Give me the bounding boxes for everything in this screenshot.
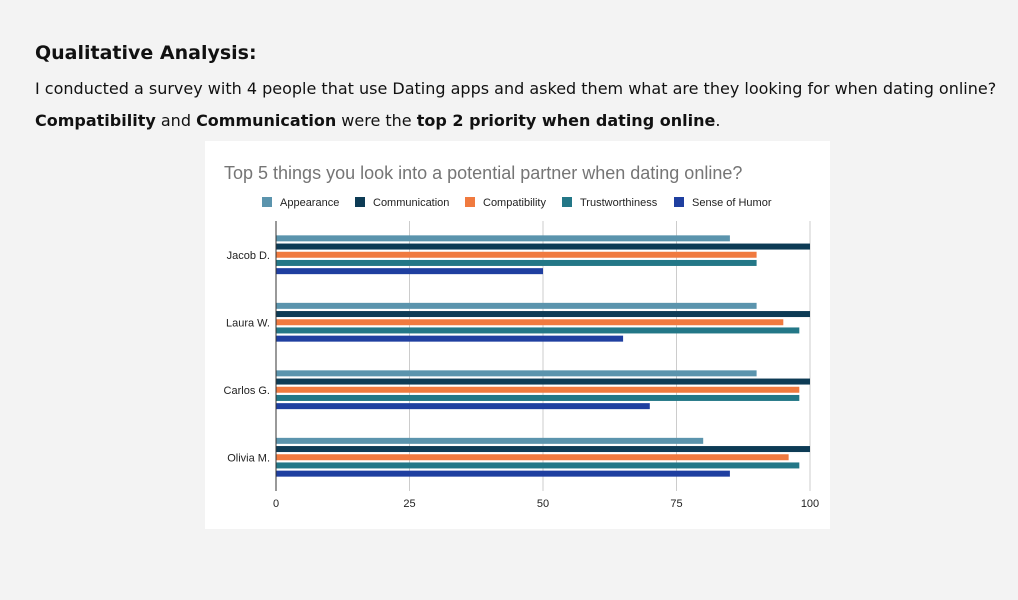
- bar-3-0: [276, 437, 704, 444]
- bar-0-3: [276, 259, 757, 266]
- bar-0-4: [276, 268, 543, 275]
- x-tick-label-1: 25: [403, 498, 415, 510]
- bar-chart: Top 5 things you look into a potential p…: [224, 163, 820, 510]
- legend-label-1: Communication: [373, 197, 449, 209]
- conclusion-text-1: and: [155, 111, 197, 130]
- category-label-0: Jacob D.: [227, 250, 270, 262]
- conclusion-text-2: were the: [336, 111, 417, 130]
- bar-3-3: [276, 462, 800, 469]
- highlight-top-priority: top 2 priority when dating online: [416, 111, 716, 130]
- bar-2-4: [276, 403, 650, 410]
- chart-card: Top 5 things you look into a potential p…: [205, 141, 830, 529]
- x-tick-label-4: 100: [801, 498, 819, 510]
- bar-3-2: [276, 454, 789, 461]
- survey-description: I conducted a survey with 4 people that …: [35, 79, 997, 98]
- legend-label-4: Sense of Humor: [692, 197, 772, 209]
- category-label-3: Olivia M.: [227, 452, 270, 464]
- survey-conclusion: Compatibility and Communication were the…: [35, 111, 720, 130]
- bar-2-2: [276, 386, 800, 393]
- legend-label-3: Trustworthiness: [580, 197, 658, 209]
- legend-label-2: Compatibility: [483, 197, 546, 209]
- x-tick-label-0: 0: [273, 498, 279, 510]
- x-tick-label-2: 50: [537, 498, 549, 510]
- chart-title: Top 5 things you look into a potential p…: [224, 163, 742, 183]
- bar-1-2: [276, 319, 784, 326]
- bar-2-3: [276, 394, 800, 401]
- legend-swatch-3: [562, 197, 572, 207]
- legend-swatch-1: [355, 197, 365, 207]
- page-heading: Qualitative Analysis:: [35, 42, 257, 64]
- bar-0-2: [276, 251, 757, 258]
- bar-1-0: [276, 302, 757, 309]
- conclusion-text-3: .: [715, 111, 721, 130]
- bar-3-1: [276, 446, 810, 453]
- bar-2-1: [276, 378, 810, 385]
- legend-label-0: Appearance: [280, 197, 339, 209]
- legend-swatch-0: [262, 197, 272, 207]
- bar-1-3: [276, 327, 800, 334]
- bar-3-4: [276, 470, 730, 477]
- bar-1-4: [276, 335, 624, 342]
- bar-2-0: [276, 370, 757, 377]
- category-label-1: Laura W.: [226, 317, 270, 329]
- highlight-compatibility: Compatibility: [35, 111, 156, 130]
- legend-swatch-2: [465, 197, 475, 207]
- bar-1-1: [276, 311, 810, 318]
- legend-swatch-4: [674, 197, 684, 207]
- x-tick-label-3: 75: [670, 498, 682, 510]
- category-label-2: Carlos G.: [224, 385, 270, 397]
- bar-0-1: [276, 243, 810, 250]
- bar-0-0: [276, 235, 730, 242]
- highlight-communication: Communication: [196, 111, 337, 130]
